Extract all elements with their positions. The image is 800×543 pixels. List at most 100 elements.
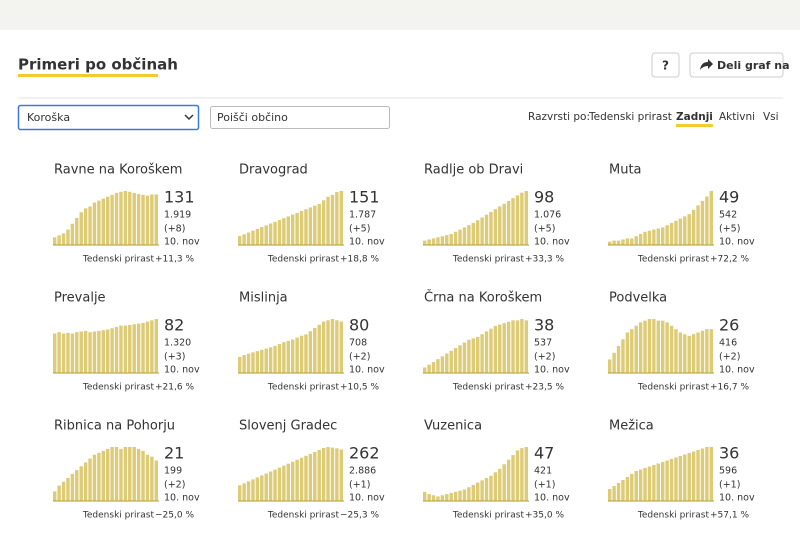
growth-label: Tedenski prirast [637,511,710,521]
bar [480,217,484,245]
region-value: Koroška [27,111,70,124]
bar [88,206,92,245]
bar [110,194,114,245]
bar [608,241,612,245]
bar [246,232,251,245]
bar [242,355,246,373]
bar [317,324,321,373]
bar [700,448,705,501]
search-placeholder: Poišči občino [217,111,288,124]
bar [467,225,471,245]
bar [61,333,66,373]
bar [683,454,687,501]
bar [321,321,326,373]
bar [520,448,524,501]
bar [75,332,79,373]
bar [154,460,158,501]
bar [101,450,105,501]
bar [453,491,458,501]
bar [705,329,709,373]
bar [66,229,70,245]
bar [445,494,449,501]
bar [691,209,696,245]
bar [114,192,119,245]
bar [97,200,101,245]
sort-option[interactable]: Tedenski prirast [588,111,672,123]
bar [709,329,713,373]
growth-value: +11,3 % [155,255,194,265]
growth-value: +23,5 % [525,383,564,393]
bar [484,214,489,245]
sort-option[interactable]: Zadnji [676,111,713,123]
help-button[interactable] [651,52,680,78]
growth-label: Tedenski prirast [267,511,340,521]
bar [691,334,696,373]
date: 10. nov [534,365,570,376]
bar [101,330,105,373]
bar [506,200,511,245]
share-button[interactable] [689,52,784,78]
bar [511,198,515,245]
bar [462,227,467,245]
bar [335,448,339,501]
bar [696,332,700,373]
bar [242,483,246,501]
bar [53,333,57,373]
bar [273,221,277,245]
bar [97,330,101,373]
bar [440,236,445,245]
bar [136,194,141,245]
bar [515,195,520,245]
bar [467,339,471,373]
bar [484,478,489,501]
bar [498,468,502,501]
bar [70,333,75,373]
bar [669,222,674,245]
bar [696,450,700,501]
bar [489,475,493,501]
bar [709,191,713,245]
bar [291,339,295,373]
bar [317,203,321,245]
bar [520,319,524,373]
daily-change: (+8) [164,224,185,235]
sort-option[interactable]: Aktivni [719,111,755,123]
bar [520,192,524,245]
bar [330,194,335,245]
bar [524,320,528,373]
card-name: Muta [609,163,642,178]
region-select[interactable] [17,104,200,131]
active-count: 38 [534,316,554,335]
bar [61,233,66,245]
sort-label: Razvrsti po: [528,111,590,123]
bar [313,328,317,373]
bar [678,456,683,501]
search-input[interactable] [210,106,390,129]
top-band [0,0,800,30]
card-name: Slovenj Gradec [239,419,337,434]
bar [625,332,630,373]
bar [277,219,282,245]
bar [498,324,502,373]
bar [476,220,480,245]
bar [709,447,713,501]
bar [264,473,268,501]
bar [423,367,427,373]
bar [238,485,242,501]
bar [114,447,119,501]
bar [652,465,656,501]
bar [431,238,436,245]
bar [119,325,123,373]
bar [339,449,343,501]
bar [647,230,652,245]
daily-change: (+1) [534,480,555,491]
date: 10. nov [719,493,755,504]
bar [638,322,643,373]
bar [471,222,475,245]
bar [489,328,493,373]
bar [524,191,528,245]
bar [458,345,462,373]
bar [92,202,97,245]
sort-option[interactable]: Vsi [763,111,779,123]
daily-change: (+5) [719,224,740,235]
